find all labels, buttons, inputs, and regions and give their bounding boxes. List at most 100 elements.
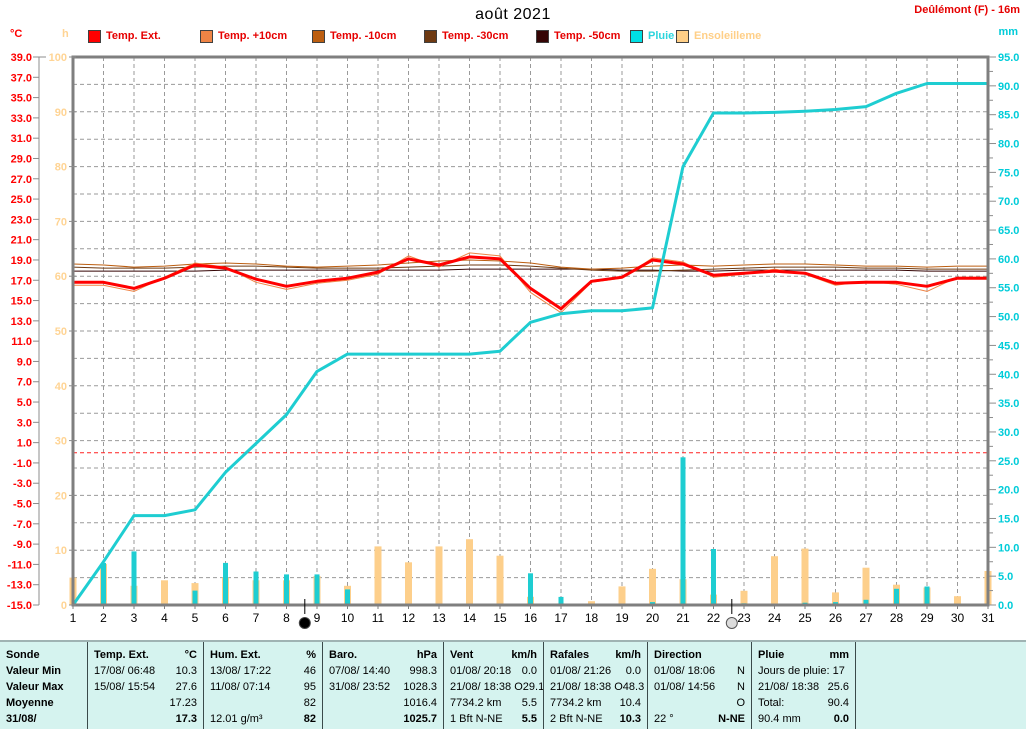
stat-cell: Rafales — [550, 649, 590, 661]
temp-tick-label: 23.0 — [11, 214, 32, 226]
stat-value: 1016.4 — [403, 697, 437, 709]
rain-tick-label: 15.0 — [998, 513, 1019, 525]
series-temp-ext- — [71, 255, 990, 311]
temp-tick-label: 27.0 — [11, 174, 32, 186]
stat-col-hum-ext-: Hum. Ext.% 13/08/ 17:22 46 11/08/ 07:14 95 82… — [203, 642, 322, 729]
bar — [954, 596, 961, 605]
temp-tick-label: 15.0 — [11, 296, 32, 308]
stat-cell: Vent — [450, 649, 474, 661]
table-row: 1016.4 — [329, 695, 437, 711]
stat-col-row-headers: Sonde Valeur Min Valeur Max Moyenne 31/08/ — [0, 642, 87, 729]
stat-cell: 21/08/ 18:38 O — [450, 681, 523, 693]
bar — [832, 592, 839, 605]
temp-tick-label: -9.0 — [13, 539, 32, 551]
rain-tick-label: 0.0 — [998, 600, 1013, 612]
table-row: 7734.2 km 5.5 — [450, 695, 537, 711]
bar — [680, 457, 686, 605]
stat-value: 0.0 — [521, 665, 537, 677]
rain-axis: 0.0 5.0 10.0 15.0 20.0 25.0 30.0 35.0 40.0 45.0 50… — [989, 52, 1019, 612]
stat-value: 998.3 — [409, 665, 437, 677]
stat-value: 27.6 — [175, 681, 197, 693]
table-row: 1025.7 — [329, 711, 437, 727]
day-label: 20 — [646, 611, 660, 625]
legend-item-ensoleilleme: Ensoleilleme — [676, 29, 761, 43]
legend-swatch-icon — [312, 29, 325, 43]
bar — [588, 601, 595, 605]
sun-tick-label: 60 — [55, 271, 67, 283]
table-row: 21/08/ 18:38 O 29.1 — [450, 679, 544, 695]
legend-label: Temp. +10cm — [218, 30, 288, 42]
temp-tick-label: 11.0 — [11, 336, 32, 348]
rain-tick-label: 90.0 — [998, 81, 1019, 93]
rain-tick-label: 10.0 — [998, 542, 1019, 554]
day-label: 30 — [951, 611, 965, 625]
temp-tick-label: -1.0 — [13, 458, 32, 470]
temp-tick-label: -15.0 — [7, 600, 32, 612]
table-row: 12.01 g/m³ 82 — [210, 711, 316, 727]
legend-item-temp-50cm: Temp. -50cm — [536, 29, 620, 43]
legend-swatch-icon — [88, 29, 101, 43]
bar — [314, 574, 320, 605]
series-pluie-cumul — [71, 82, 990, 607]
table-row: 17.23 — [94, 695, 197, 711]
stat-value: N — [737, 681, 745, 693]
legend-label: Temp. -30cm — [442, 30, 509, 42]
bar — [649, 568, 656, 605]
temp-tick-label: 29.0 — [11, 153, 32, 165]
rain-tick-label: 35.0 — [998, 398, 1019, 410]
temp-tick-label: 9.0 — [17, 356, 32, 368]
stat-cell: 01/08/ 21:26 — [550, 665, 612, 677]
series-temp-50cm — [72, 268, 989, 272]
rain-tick-label: 50.0 — [998, 312, 1019, 324]
stat-value: hPa — [416, 649, 437, 661]
rain-tick-label: 55.0 — [998, 283, 1019, 295]
table-row: 07/08/ 14:40 998.3 — [329, 663, 437, 679]
stat-cell: 01/08/ 14:56 — [654, 681, 716, 693]
stat-cell: 15/08/ 15:54 — [94, 681, 156, 693]
stat-value: 25.6 — [827, 681, 849, 693]
day-label: 31 — [981, 611, 995, 625]
stat-cell: 7734.2 km — [450, 697, 502, 709]
table-row: 21/08/ 18:38 25.6 — [758, 679, 849, 695]
day-label: 3 — [131, 611, 138, 625]
day-label: 24 — [768, 611, 782, 625]
table-row: Direction — [654, 647, 745, 663]
temp-tick-label: 21.0 — [11, 235, 32, 247]
temp-tick-label: 7.0 — [17, 377, 32, 389]
day-label: 11 — [372, 611, 385, 625]
stat-value: 10.3 — [619, 713, 641, 725]
temp-tick-label: -7.0 — [13, 519, 32, 531]
stat-value: km/h — [615, 649, 641, 661]
table-row: Baro. hPa — [329, 647, 437, 663]
stat-value: 95 — [303, 681, 316, 693]
stat-value: 0.0 — [625, 665, 641, 677]
table-row: O — [654, 695, 745, 711]
stat-cell: 12.01 g/m³ — [210, 713, 263, 725]
legend-item-temp-10cm: Temp. -10cm — [312, 29, 396, 43]
rain-tick-label: 20.0 — [998, 485, 1019, 497]
stat-cell: Total: — [758, 697, 785, 709]
stat-cell: 90.4 mm — [758, 713, 801, 725]
table-row: Sonde — [6, 647, 81, 663]
day-label: 15 — [493, 611, 507, 625]
station-label: Deûlémont (F) - 16m — [914, 4, 1020, 16]
temp-tick-label: 13.0 — [11, 316, 32, 328]
table-row: Valeur Min — [6, 663, 81, 679]
bar — [435, 546, 443, 605]
stat-cell: 1 Bft N-NE — [450, 713, 503, 725]
bar — [253, 571, 259, 605]
stat-cell: 2 Bft N-NE — [550, 713, 603, 725]
stat-value: 90.4 — [827, 697, 849, 709]
temp-tick-label: -11.0 — [8, 559, 32, 571]
table-row: Jours de pluie: 17 — [758, 663, 849, 679]
stat-value: 48.3 — [622, 681, 645, 693]
temp-axis: 39.0 37.0 35.0 33.0 31.0 29.0 27.0 25.0 23.0 21.0… — [7, 52, 46, 612]
table-row: 1 Bft N-NE 5.5 — [450, 711, 537, 727]
stat-value: mm — [829, 649, 849, 661]
temp-tick-label: -13.0 — [7, 580, 32, 592]
temp-tick-label: -3.0 — [13, 478, 32, 490]
day-label: 7 — [253, 611, 260, 625]
rain-tick-label: 40.0 — [998, 369, 1019, 381]
table-row: 2 Bft N-NE 10.3 — [550, 711, 641, 727]
